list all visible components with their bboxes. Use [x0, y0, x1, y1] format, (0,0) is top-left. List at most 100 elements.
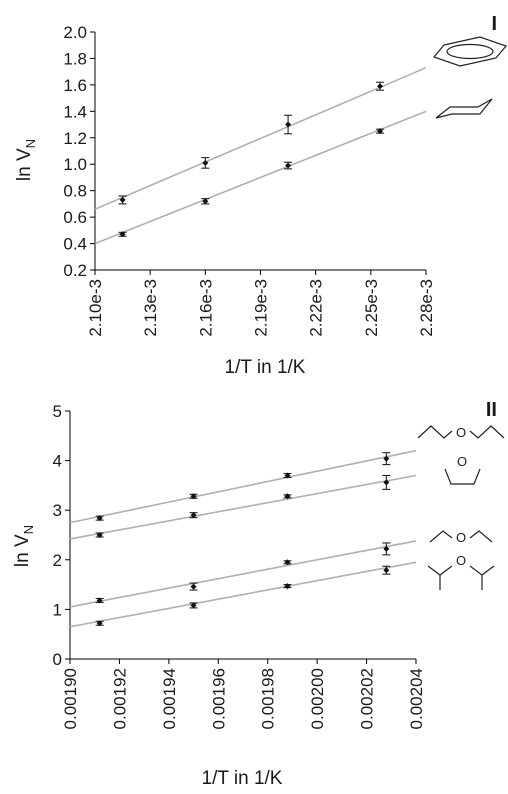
marker	[119, 196, 126, 203]
x-tick-label: 0.00200	[308, 668, 327, 729]
marker	[96, 620, 103, 627]
y-tick-label: 4	[53, 452, 62, 471]
benzene-aromatic-circle	[446, 43, 494, 60]
dipropyl-ether-right-chain	[469, 425, 505, 439]
diisopropyl-ether-data-point	[95, 620, 104, 627]
tetrahydrofuran-structure: O	[444, 454, 481, 485]
x-tick-label: 2.22e-3	[307, 279, 326, 337]
marker	[190, 512, 197, 519]
marker	[383, 567, 390, 574]
panel-ii-y-label-main: ln V	[12, 534, 33, 567]
y-tick-label: 0.4	[63, 235, 87, 254]
x-tick-label: 2.25e-3	[362, 279, 381, 337]
marker	[96, 532, 103, 538]
dipropyl-ether-structure: O	[417, 425, 505, 440]
y-tick-label: 1.4	[63, 102, 87, 121]
panel-ii-label: II	[486, 399, 497, 421]
diethyl-ether-left-chain	[429, 530, 453, 543]
marker	[377, 83, 384, 90]
dipropyl-ether-data-point	[283, 472, 292, 479]
dipropyl-ether-oxygen: O	[456, 425, 466, 440]
panel-ii-y-axis-label: ln VN	[12, 525, 36, 567]
y-tick-label: 1.2	[63, 129, 87, 148]
tetrahydrofuran-fit-line	[69, 474, 417, 540]
cyclohexane-data-point	[201, 198, 210, 205]
marker	[284, 472, 291, 479]
diethyl-ether-right-chain	[469, 530, 493, 543]
dipropyl-ether-left-chain	[417, 425, 453, 439]
diethyl-ether-data-point	[95, 597, 104, 604]
y-tick-label: 2	[53, 551, 62, 570]
y-tick-label: 0.2	[63, 261, 87, 280]
benzene-data-point	[284, 114, 293, 135]
y-tick-label: 1.8	[63, 49, 87, 68]
cyclohexane-data-point	[284, 161, 293, 170]
marker	[190, 583, 197, 590]
marker	[377, 128, 384, 135]
panel-i-y-axis-label: ln VN	[14, 139, 38, 181]
y-tick-label: 0.6	[63, 208, 87, 227]
diisopropyl-ether-right-top	[469, 565, 495, 576]
x-tick-label: 0.00196	[209, 668, 228, 729]
x-tick-label: 2.16e-3	[196, 279, 215, 337]
y-tick-label: 1	[53, 600, 62, 619]
panel-ii-y-label-sub: N	[21, 525, 36, 534]
panel-i-y-label-sub: N	[23, 139, 38, 148]
y-tick-label: 2.0	[63, 23, 87, 42]
marker	[383, 545, 390, 552]
panel-i-y-label-main: ln V	[14, 148, 35, 181]
x-tick-label: 0.00190	[61, 668, 80, 729]
marker	[383, 479, 390, 486]
diisopropyl-ether-left-top	[427, 565, 453, 576]
benzene-data-point	[118, 195, 127, 205]
x-tick-label: 2.10e-3	[86, 279, 105, 337]
diisopropyl-ether-oxygen: O	[456, 553, 466, 568]
benzene-fit-line	[94, 66, 427, 210]
diisopropyl-ether-data-point	[283, 583, 292, 590]
benzene-structure	[432, 36, 508, 67]
y-tick-label: 5	[53, 402, 62, 421]
panel-ii-x-axis-label: 1/T in 1/K	[202, 768, 283, 789]
tetrahydrofuran-oxygen: O	[457, 454, 467, 469]
tetrahydrofuran-ring	[444, 468, 481, 485]
tetrahydrofuran-data-point	[283, 493, 292, 500]
marker	[96, 515, 103, 522]
diisopropyl-ether-data-point	[189, 602, 198, 609]
diisopropyl-ether-fit-line	[69, 561, 417, 628]
marker	[119, 231, 126, 238]
marker	[96, 597, 103, 604]
marker	[190, 602, 197, 609]
tetrahydrofuran-data-point	[189, 512, 198, 519]
x-tick-label: 2.19e-3	[252, 279, 271, 337]
marker	[284, 559, 291, 566]
marker	[284, 493, 291, 500]
marker	[284, 583, 291, 590]
cyclohexane-structure	[435, 98, 493, 119]
marker	[202, 198, 209, 205]
diethyl-ether-data-point	[283, 559, 292, 566]
cyclohexane-data-point	[376, 128, 385, 135]
cyclohexane-data-point	[118, 231, 127, 238]
x-tick-label: 0.00198	[259, 668, 278, 729]
benzene-data-point	[376, 81, 385, 91]
x-tick-label: 2.28e-3	[417, 279, 436, 337]
diethyl-ether-data-point	[189, 582, 198, 591]
x-tick-label: 0.00204	[407, 668, 426, 729]
dipropyl-ether-data-point	[189, 493, 198, 500]
cyclohexane-fit-line	[94, 110, 427, 245]
x-tick-label: 2.13e-3	[141, 279, 160, 337]
dipropyl-ether-data-point	[382, 452, 391, 466]
y-tick-label: 0.8	[63, 182, 87, 201]
y-tick-label: 0	[53, 650, 62, 669]
benzene-ring	[432, 36, 508, 67]
panel-ii-chart: II 0 1 2 3 4 5 0.00190 0.00192 0.00194 0.00196 0.0…	[12, 399, 505, 789]
diethyl-ether-oxygen: O	[456, 530, 466, 545]
diethyl-ether-fit-line	[69, 540, 417, 608]
marker	[285, 121, 292, 128]
marker	[190, 493, 197, 500]
dipropyl-ether-fit-line	[69, 449, 417, 524]
marker	[383, 455, 390, 462]
benzene-data-point	[201, 157, 210, 169]
y-tick-label: 3	[53, 501, 62, 520]
